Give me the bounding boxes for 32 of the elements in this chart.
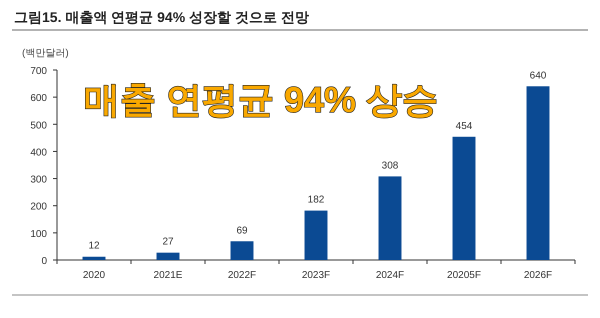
bar — [378, 176, 402, 260]
x-tick-label: 2022F — [228, 270, 256, 281]
bar — [304, 210, 328, 260]
annotation: 매출 연평균 94% 상승 — [84, 79, 438, 120]
y-tick-label: 0 — [41, 256, 48, 267]
x-tick-label: 2020 — [82, 270, 106, 281]
data-label: 640 — [530, 70, 547, 82]
data-label: 454 — [456, 120, 473, 132]
data-label: 69 — [236, 225, 248, 236]
bar — [82, 256, 106, 260]
y-tick-label: 100 — [30, 228, 48, 240]
data-label: 308 — [382, 160, 399, 172]
y-tick-label: 300 — [30, 174, 48, 186]
y-tick-label: 500 — [30, 120, 48, 132]
x-tick-label: 2026F — [524, 270, 552, 281]
x-tick-label: 20205F — [447, 270, 481, 281]
x-tick-label: 2023F — [302, 270, 330, 281]
y-tick-label: 400 — [30, 147, 48, 158]
bar — [230, 241, 254, 260]
bar — [526, 86, 550, 260]
data-label: 12 — [88, 240, 100, 252]
x-tick-label: 2021E — [154, 270, 183, 281]
bar — [452, 136, 476, 260]
chart-title: 그림15. 매출액 연평균 94% 성장할 것으로 전망 — [14, 9, 309, 25]
y-axis-title: (백만달러) — [22, 48, 69, 59]
data-label: 27 — [162, 236, 174, 248]
y-tick-label: 600 — [30, 93, 48, 104]
bar — [156, 252, 180, 260]
y-tick-label: 200 — [30, 202, 48, 213]
x-tick-label: 2024F — [376, 270, 404, 281]
data-label: 182 — [308, 194, 325, 206]
y-tick-label: 700 — [30, 66, 48, 77]
